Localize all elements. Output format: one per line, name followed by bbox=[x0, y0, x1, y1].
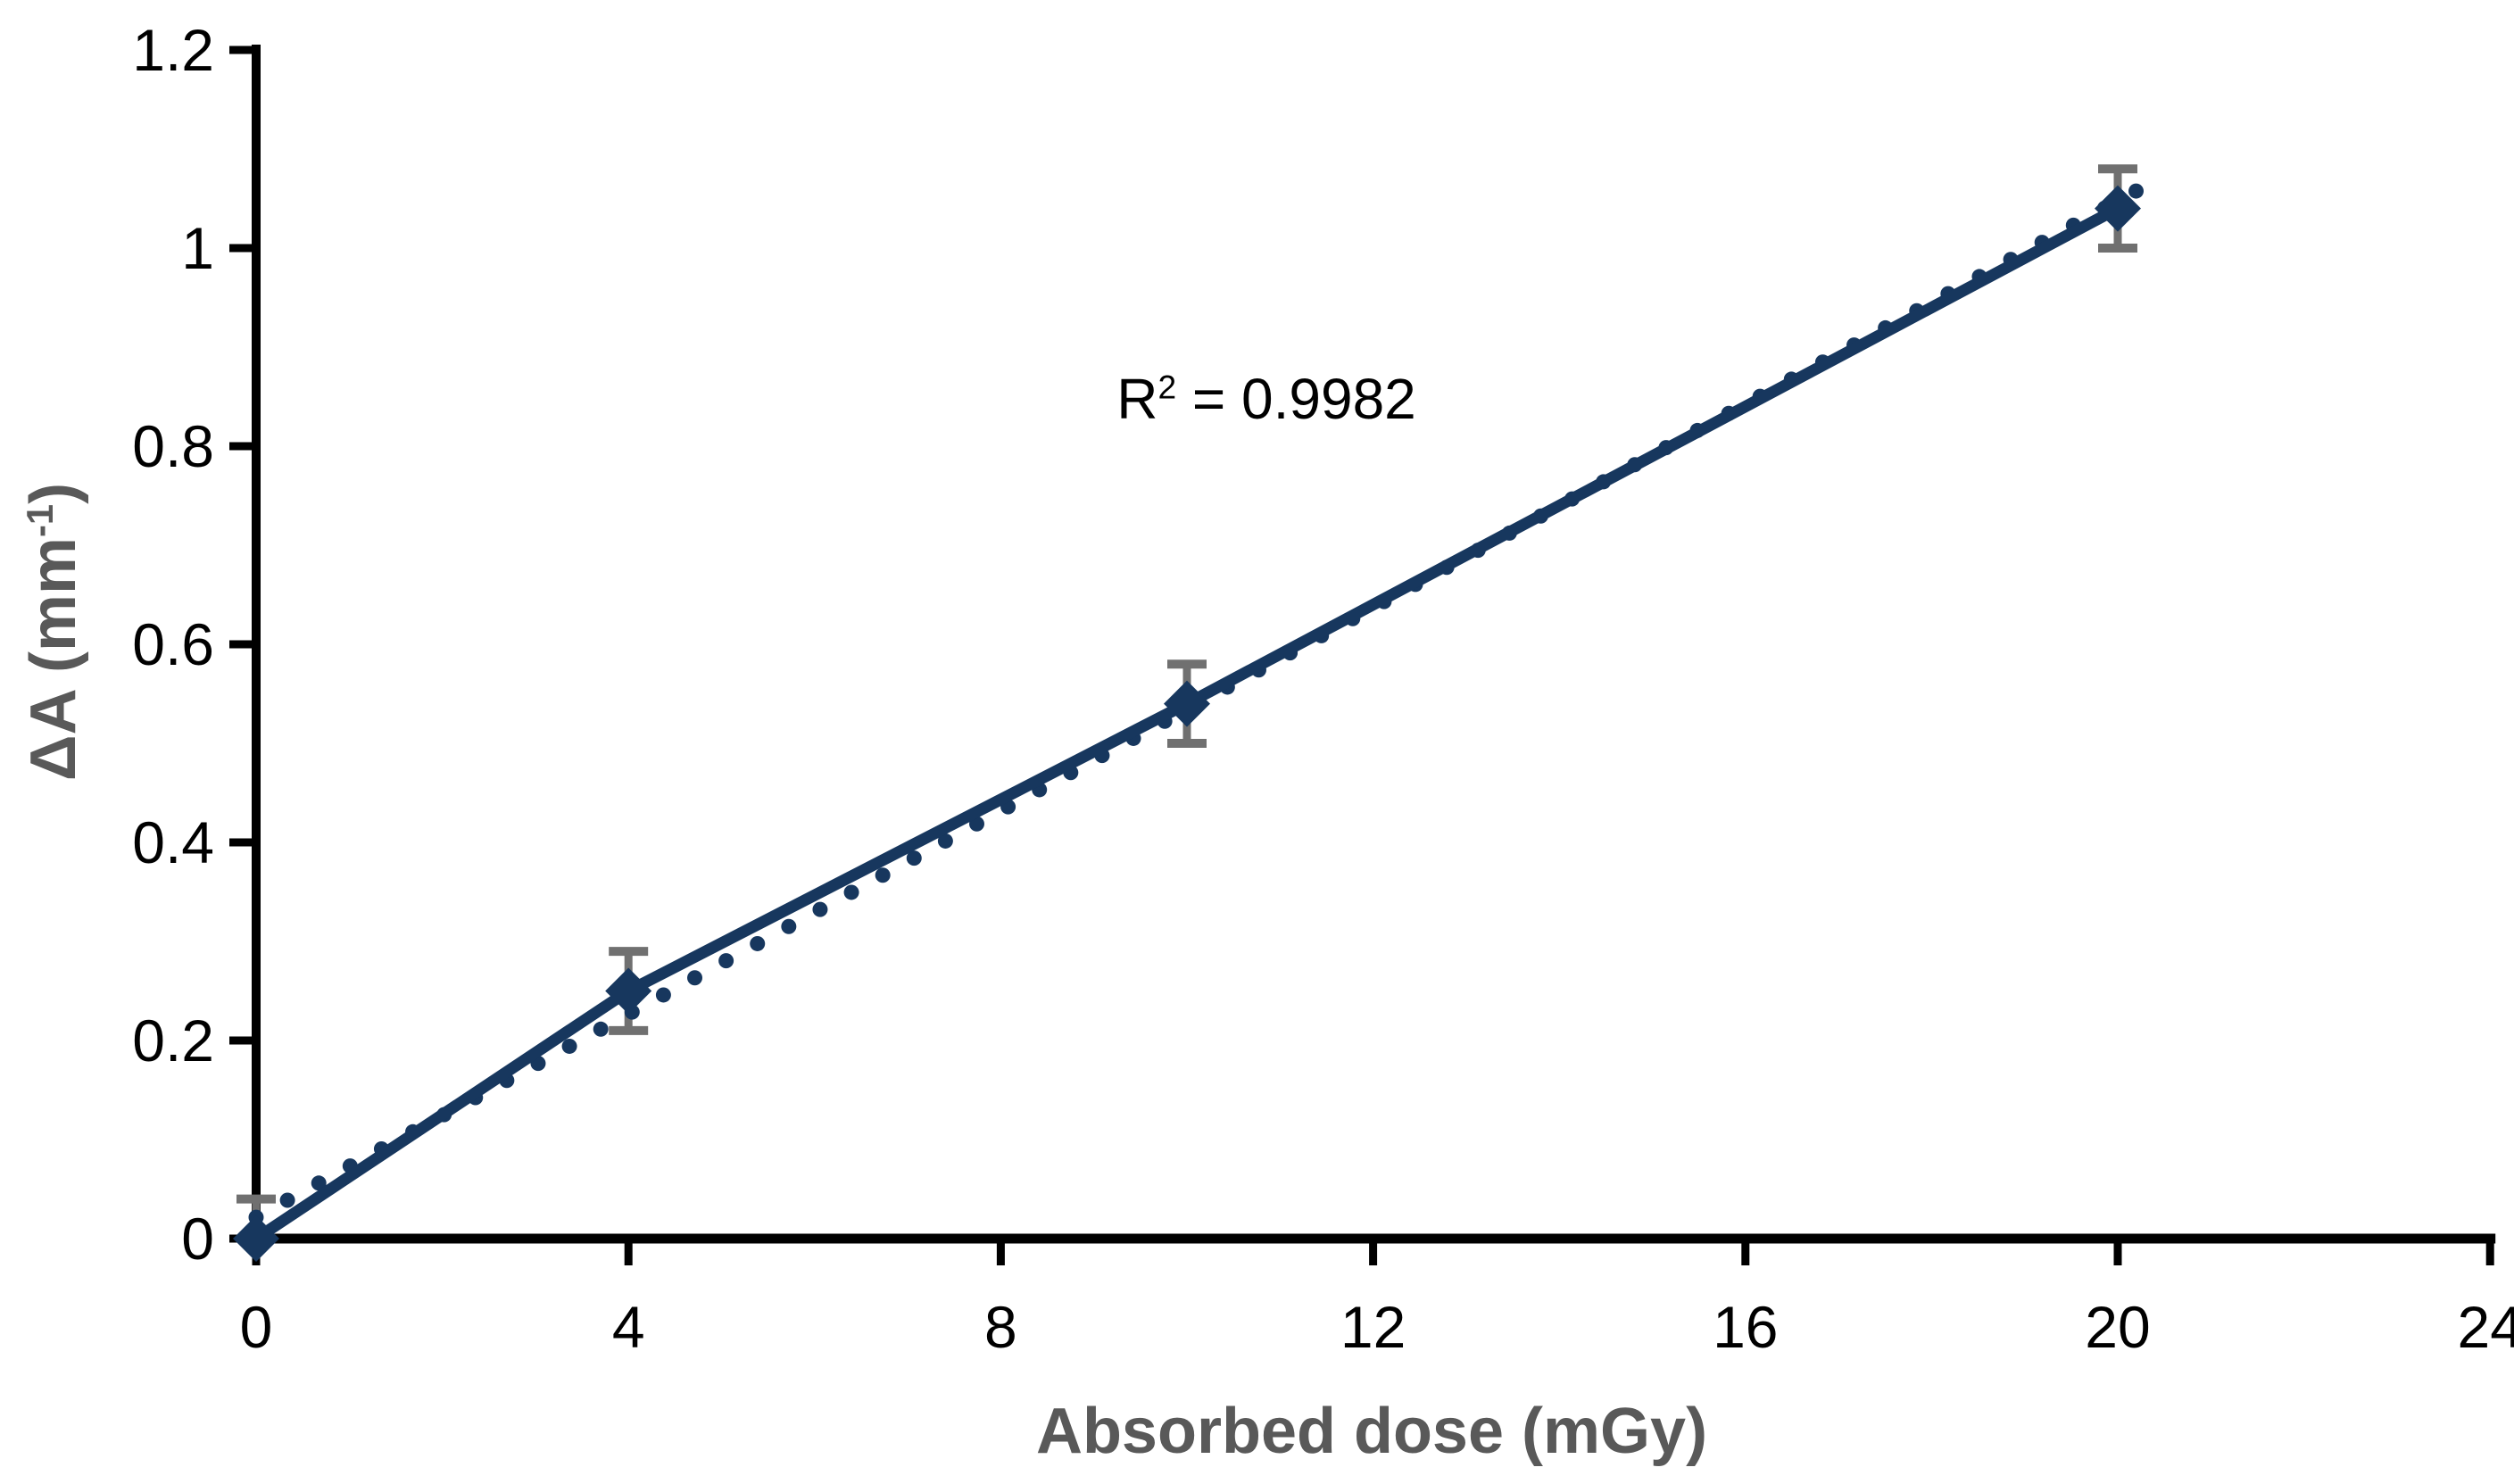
series-line bbox=[253, 203, 2121, 1244]
x-tick-label: 12 bbox=[1340, 1294, 1406, 1360]
y-tick-label: 0.4 bbox=[132, 809, 214, 875]
data-point-marker bbox=[2095, 185, 2141, 232]
data-point-marker bbox=[605, 967, 652, 1015]
x-tick-label: 24 bbox=[2457, 1294, 2514, 1360]
y-tick-label: 0 bbox=[181, 1206, 214, 1272]
y-axis-title-superscript: -1 bbox=[19, 503, 61, 538]
x-tick-label: 20 bbox=[2085, 1294, 2150, 1360]
y-tick-label: 0.6 bbox=[132, 611, 214, 677]
y-tick-label: 0.2 bbox=[132, 1007, 214, 1074]
y-tick-label: 1 bbox=[181, 215, 214, 281]
data-point-marker bbox=[233, 1215, 279, 1262]
x-axis-title: Absorbed dose (mGy) bbox=[1035, 1396, 1708, 1467]
y-tick-label: 0.8 bbox=[132, 413, 214, 479]
r-squared-prefix: R bbox=[1116, 367, 1158, 431]
r-squared-annotation: R2 = 0.9982 bbox=[1116, 370, 1416, 427]
r-squared-value: = 0.9982 bbox=[1176, 367, 1416, 431]
y-axis-title-close: ) bbox=[18, 482, 89, 504]
x-tick-label: 0 bbox=[240, 1294, 273, 1360]
x-tick-label: 8 bbox=[984, 1294, 1017, 1360]
y-axis-title-text: ΔA (mm bbox=[18, 537, 89, 782]
x-tick-label: 16 bbox=[1713, 1294, 1778, 1360]
r-squared-superscript: 2 bbox=[1157, 368, 1177, 406]
data-point-marker bbox=[1164, 680, 1210, 727]
x-tick-label: 4 bbox=[612, 1294, 645, 1360]
y-tick-label: 1.2 bbox=[132, 17, 214, 83]
y-axis-title: ΔA (mm-1) bbox=[18, 482, 89, 782]
